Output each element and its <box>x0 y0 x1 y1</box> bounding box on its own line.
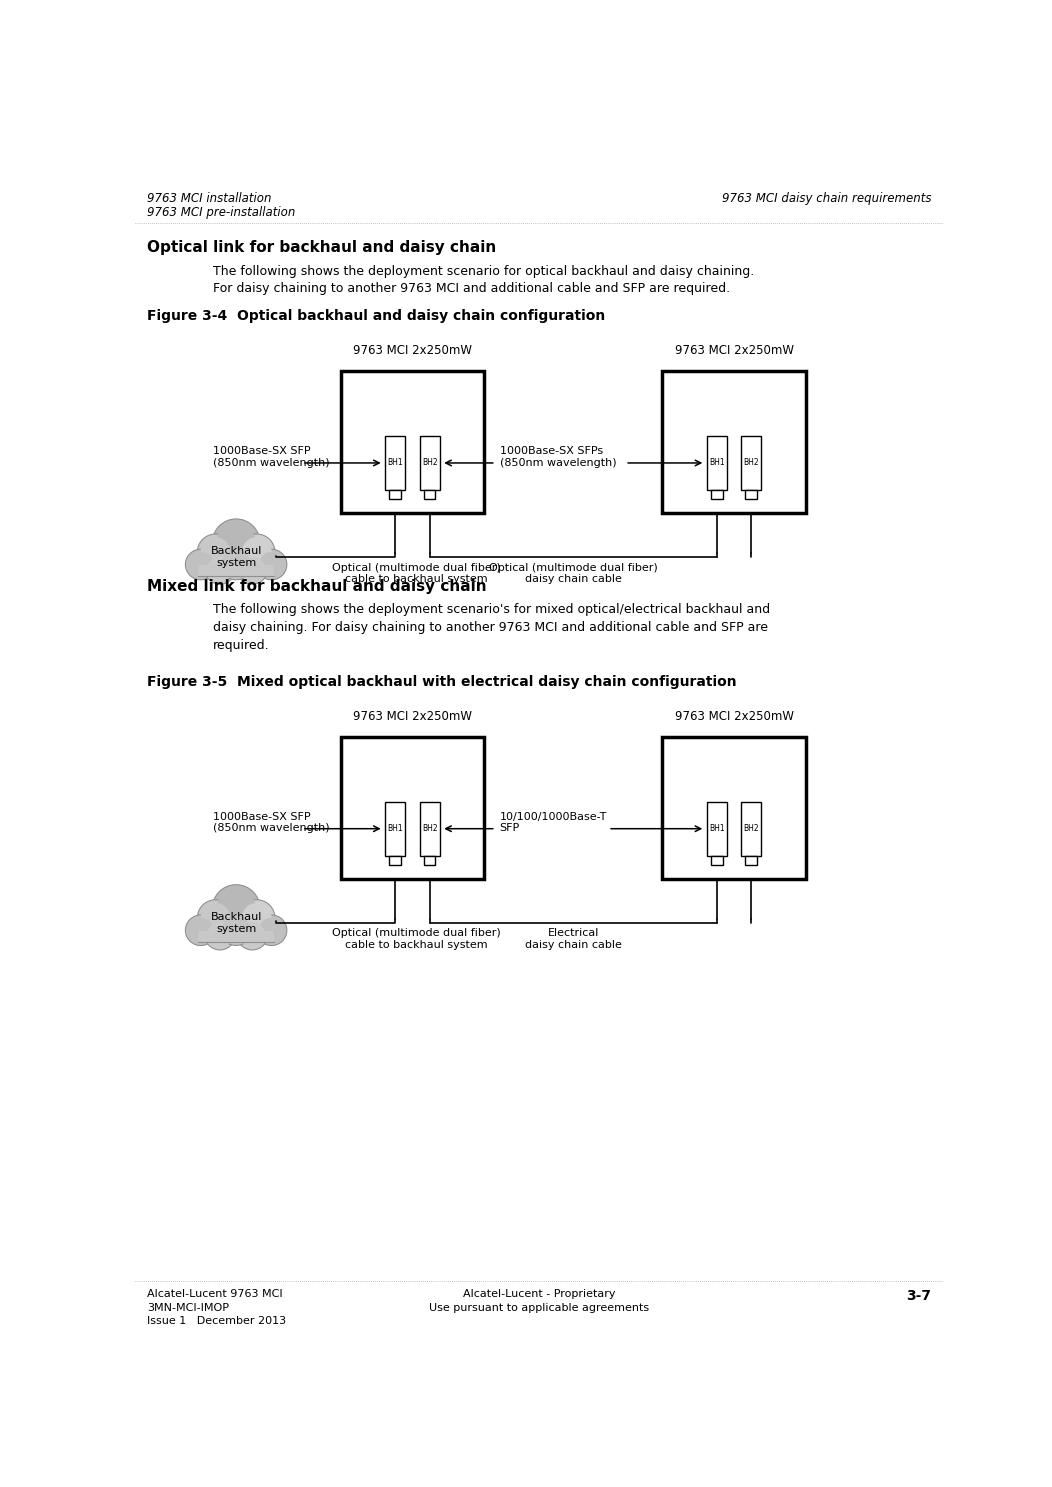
Circle shape <box>237 919 267 950</box>
Bar <box>385 436 405 489</box>
Text: BH1: BH1 <box>709 458 725 467</box>
Text: Mixed link for backhaul and daisy chain: Mixed link for backhaul and daisy chain <box>147 578 487 593</box>
Text: BH2: BH2 <box>744 458 760 467</box>
Text: daisy chaining. For daisy chaining to another 9763 MCI and additional cable and : daisy chaining. For daisy chaining to an… <box>213 622 768 633</box>
Text: 3-7: 3-7 <box>907 1289 931 1303</box>
Bar <box>707 436 727 489</box>
Circle shape <box>240 556 265 581</box>
Text: 9763 MCI 2x250mW: 9763 MCI 2x250mW <box>352 343 472 357</box>
Text: required.: required. <box>213 639 269 651</box>
Text: Backhaul
system: Backhaul system <box>210 912 262 934</box>
Bar <box>389 855 401 865</box>
Bar <box>746 489 757 500</box>
Bar <box>198 565 275 577</box>
Text: Use pursuant to applicable agreements: Use pursuant to applicable agreements <box>429 1303 649 1313</box>
Circle shape <box>259 917 284 943</box>
Bar <box>742 436 762 489</box>
Text: 9763 MCI daisy chain requirements: 9763 MCI daisy chain requirements <box>722 192 931 205</box>
Circle shape <box>201 537 230 567</box>
Circle shape <box>259 552 284 577</box>
Circle shape <box>185 915 216 946</box>
Bar <box>707 801 727 855</box>
Bar <box>341 736 484 879</box>
Circle shape <box>204 553 236 584</box>
Circle shape <box>242 537 271 567</box>
Bar <box>424 489 436 500</box>
Circle shape <box>207 922 232 947</box>
Text: Figure 3-5  Mixed optical backhaul with electrical daisy chain configuration: Figure 3-5 Mixed optical backhaul with e… <box>147 675 736 688</box>
Circle shape <box>240 922 265 947</box>
Bar <box>420 801 440 855</box>
Text: 1000Base-SX SFP
(850nm wavelength): 1000Base-SX SFP (850nm wavelength) <box>213 446 329 467</box>
Text: 9763 MCI pre-installation: 9763 MCI pre-installation <box>147 207 296 219</box>
Text: 9763 MCI installation: 9763 MCI installation <box>147 192 271 205</box>
Circle shape <box>217 523 256 562</box>
Text: Backhaul
system: Backhaul system <box>210 547 262 568</box>
Circle shape <box>217 889 256 928</box>
Text: 9763 MCI 2x250mW: 9763 MCI 2x250mW <box>674 343 793 357</box>
Circle shape <box>239 534 275 570</box>
Circle shape <box>237 553 267 584</box>
Circle shape <box>222 915 250 943</box>
Bar <box>711 489 723 500</box>
Text: 1000Base-SX SFPs
(850nm wavelength): 1000Base-SX SFPs (850nm wavelength) <box>500 446 616 467</box>
Bar <box>420 436 440 489</box>
Bar <box>746 855 757 865</box>
Bar <box>385 801 405 855</box>
Circle shape <box>242 903 271 932</box>
Bar <box>742 801 762 855</box>
Text: Optical link for backhaul and daisy chain: Optical link for backhaul and daisy chai… <box>147 239 497 256</box>
Circle shape <box>204 919 236 950</box>
Circle shape <box>198 900 234 935</box>
Circle shape <box>239 900 275 935</box>
Text: 10/100/1000Base-T
SFP: 10/100/1000Base-T SFP <box>500 812 607 833</box>
Text: The following shows the deployment scenario's for mixed optical/electrical backh: The following shows the deployment scena… <box>213 604 770 617</box>
Text: Figure 3-4  Optical backhaul and daisy chain configuration: Figure 3-4 Optical backhaul and daisy ch… <box>147 309 605 323</box>
Circle shape <box>222 549 250 577</box>
Bar <box>663 736 806 879</box>
Bar <box>196 556 277 577</box>
Text: 3MN-MCI-IMOP: 3MN-MCI-IMOP <box>147 1303 229 1313</box>
Text: Optical (multimode dual fiber)
daisy chain cable: Optical (multimode dual fiber) daisy cha… <box>489 562 658 584</box>
Text: Optical (multimode dual fiber)
cable to backhaul system: Optical (multimode dual fiber) cable to … <box>332 928 501 950</box>
Circle shape <box>207 556 232 581</box>
Bar <box>341 370 484 513</box>
Text: BH2: BH2 <box>744 824 760 833</box>
Text: Alcatel-Lucent 9763 MCI: Alcatel-Lucent 9763 MCI <box>147 1289 283 1298</box>
Circle shape <box>219 912 252 946</box>
Circle shape <box>188 917 214 943</box>
Bar <box>389 489 401 500</box>
Text: Optical (multimode dual fiber)
cable to backhaul system: Optical (multimode dual fiber) cable to … <box>332 562 501 584</box>
Text: BH1: BH1 <box>387 458 403 467</box>
Circle shape <box>213 519 260 567</box>
Circle shape <box>219 546 252 580</box>
Text: For daisy chaining to another 9763 MCI and additional cable and SFP are required: For daisy chaining to another 9763 MCI a… <box>213 283 730 296</box>
Text: BH1: BH1 <box>709 824 725 833</box>
Text: The following shows the deployment scenario for optical backhaul and daisy chain: The following shows the deployment scena… <box>213 265 754 278</box>
Text: BH2: BH2 <box>422 458 438 467</box>
Circle shape <box>256 549 287 580</box>
Circle shape <box>256 915 287 946</box>
Text: 9763 MCI 2x250mW: 9763 MCI 2x250mW <box>674 709 793 723</box>
Bar <box>663 370 806 513</box>
Bar <box>711 855 723 865</box>
Circle shape <box>185 549 216 580</box>
Bar <box>424 855 436 865</box>
Circle shape <box>198 534 234 570</box>
Text: BH2: BH2 <box>422 824 438 833</box>
Text: 9763 MCI 2x250mW: 9763 MCI 2x250mW <box>352 709 472 723</box>
Text: BH1: BH1 <box>387 824 403 833</box>
Bar <box>196 922 277 943</box>
Text: Electrical
daisy chain cable: Electrical daisy chain cable <box>525 928 622 950</box>
Text: 1000Base-SX SFP
(850nm wavelength): 1000Base-SX SFP (850nm wavelength) <box>213 812 329 833</box>
Circle shape <box>188 552 214 577</box>
Circle shape <box>213 885 260 932</box>
Bar <box>198 931 275 941</box>
Circle shape <box>201 903 230 932</box>
Text: Issue 1   December 2013: Issue 1 December 2013 <box>147 1316 286 1326</box>
Text: Alcatel-Lucent - Proprietary: Alcatel-Lucent - Proprietary <box>463 1289 615 1298</box>
